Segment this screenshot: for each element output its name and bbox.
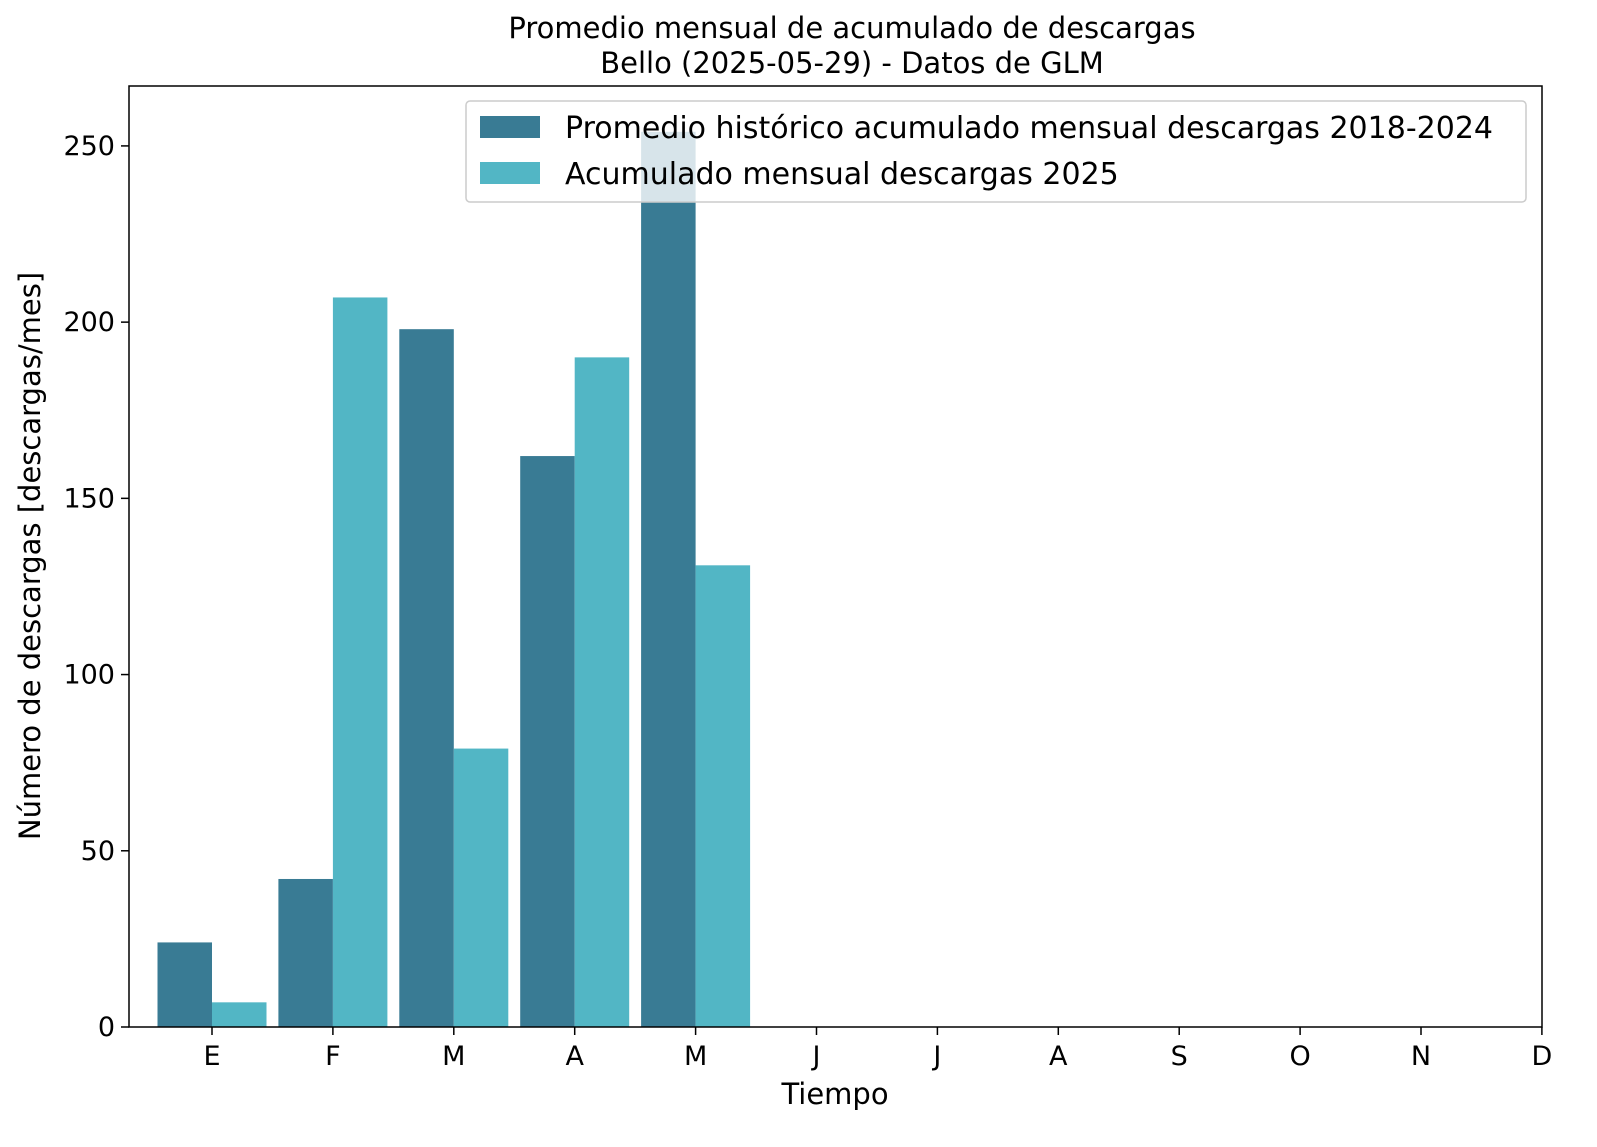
y-tick-label: 200 [63,307,115,338]
bar-2025-2 [453,748,509,1027]
legend-box [465,100,1527,203]
y-tick-label: 150 [63,483,115,514]
y-tick-label: 250 [63,131,115,162]
legend-label-2025: Acumulado mensual descargas 2025 [565,157,1119,192]
x-axis-label: Tiempo [780,1077,888,1111]
y-tick-label: 100 [63,660,115,691]
x-tick-label: A [565,1041,584,1072]
bar-historic-2 [399,329,454,1027]
chart-subtitle: Bello (2025-05-29) - Datos de GLM [600,46,1104,80]
bar-2025-4 [695,565,751,1027]
x-tick-label: O [1289,1041,1310,1072]
bar-historic-4 [641,131,696,1028]
legend-swatch-2025 [480,162,540,184]
y-axis-ticks: 0 50 100 150 200 250 [63,131,129,1043]
y-tick-label: 0 [98,1012,115,1043]
x-tick-label: F [325,1041,341,1072]
bar-2025-1 [332,297,388,1027]
bar-2025-0 [212,1002,267,1027]
legend: Promedio histórico acumulado mensual des… [465,100,1527,203]
x-tick-label: D [1532,1041,1553,1072]
bar-historic-1 [278,878,333,1027]
plot-frame [128,85,1543,1028]
x-tick-label: E [203,1041,220,1072]
x-tick-label: J [931,1041,941,1072]
bar-historic-3 [520,456,575,1028]
y-tick-label: 50 [81,836,115,867]
legend-swatch-historic [480,116,540,138]
x-tick-label: A [1049,1041,1068,1072]
bars-layer [157,131,751,1028]
x-tick-label: J [811,1041,821,1072]
y-axis-label: Número de descargas [descargas/mes] [13,272,47,840]
bar-historic-0 [157,942,212,1027]
x-tick-label: M [442,1041,465,1072]
x-tick-label: M [684,1041,707,1072]
legend-label-historic: Promedio histórico acumulado mensual des… [565,111,1493,146]
x-tick-label: S [1171,1041,1188,1072]
chart-title: Promedio mensual de acumulado de descarg… [508,11,1195,45]
bar-2025-3 [574,357,630,1028]
x-tick-label: N [1411,1041,1431,1072]
